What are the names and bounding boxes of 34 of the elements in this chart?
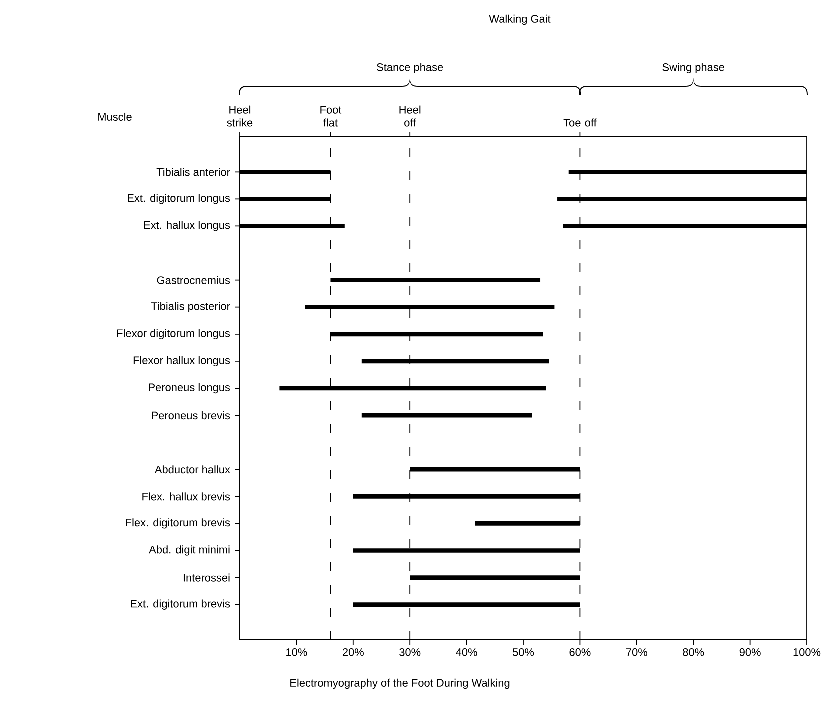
ref-line-label: Heel strike [227,106,253,127]
y-tick-label: Ext. digitorum brevis [131,600,230,610]
x-tick-label: 10% [286,648,308,656]
x-tick-label: 90% [740,648,761,656]
y-tick-label: Flexor digitorum longus [117,329,230,340]
x-tick-label: 100% [794,648,821,656]
x-axis-title: Electromyography of the Foot During Walking [290,678,510,690]
y-tick-label: Tibialis anterior [156,168,230,176]
y-tick-label: Peroneus longus [149,383,230,394]
y-tick-label: Peroneus brevis [152,412,230,420]
y-tick-label: Abd. digit minimi [149,546,230,556]
y-tick-label: Ext. digitorum longus [128,194,230,204]
y-tick-label: Gastrocnemius [157,276,230,284]
y-tick-label: Tibialis posterior [151,302,230,312]
text: Stance phase [377,63,444,74]
y-tick-label: Interossei [184,574,230,582]
chart-title: Walking Gait [489,14,551,26]
y-tick-label: Flex. hallux brevis [142,492,230,501]
y-tick-label: Flex. digitorum brevis [126,518,230,529]
ref-line-label: Toe off [564,118,597,127]
y-axis-title: Muscle [98,112,132,122]
y-tick-label: Ext. hallux longus [144,221,230,232]
y-tick-label: Flexor hallux longus [134,356,230,367]
x-tick-label: 30% [400,648,421,656]
x-tick-label: 80% [683,648,704,656]
x-tick-label: 60% [570,648,591,656]
y-tick-label: Abductor hallux [154,466,230,474]
x-tick-label: 40% [456,648,478,656]
x-tick-label: 70% [626,648,648,656]
text: Swing phase [662,63,724,74]
ref-line-label: Foot flat [320,106,342,127]
x-tick-label: 50% [512,648,534,656]
ref-line-label: Heel off [400,106,421,127]
x-tick-label: 20% [342,648,364,656]
